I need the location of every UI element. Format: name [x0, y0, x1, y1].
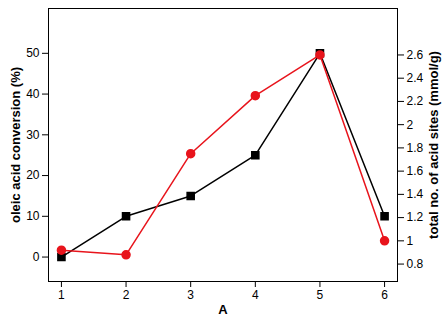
- svg-text:1.4: 1.4: [407, 187, 424, 201]
- svg-text:3: 3: [187, 288, 194, 302]
- svg-text:4: 4: [252, 288, 259, 302]
- svg-text:total no. of acid sites (mmol/: total no. of acid sites (mmol/g): [426, 51, 441, 239]
- svg-text:1: 1: [58, 288, 65, 302]
- svg-text:6: 6: [381, 288, 388, 302]
- svg-text:0: 0: [33, 250, 40, 264]
- svg-text:1.2: 1.2: [407, 210, 424, 224]
- svg-text:2: 2: [123, 288, 130, 302]
- svg-text:1.8: 1.8: [407, 141, 424, 155]
- svg-text:oleic acid conversion (%): oleic acid conversion (%): [8, 67, 23, 223]
- svg-text:5: 5: [317, 288, 324, 302]
- svg-text:A: A: [218, 302, 228, 317]
- svg-text:2.2: 2.2: [407, 94, 424, 108]
- svg-text:2.4: 2.4: [407, 71, 424, 85]
- svg-text:1: 1: [407, 234, 414, 248]
- svg-text:50: 50: [26, 46, 40, 60]
- svg-text:30: 30: [26, 128, 40, 142]
- svg-text:2.6: 2.6: [407, 48, 424, 62]
- svg-text:2: 2: [407, 118, 414, 132]
- svg-text:40: 40: [26, 87, 40, 101]
- svg-text:20: 20: [26, 168, 40, 182]
- svg-text:0.8: 0.8: [407, 257, 424, 271]
- svg-text:1.6: 1.6: [407, 164, 424, 178]
- svg-text:10: 10: [26, 209, 40, 223]
